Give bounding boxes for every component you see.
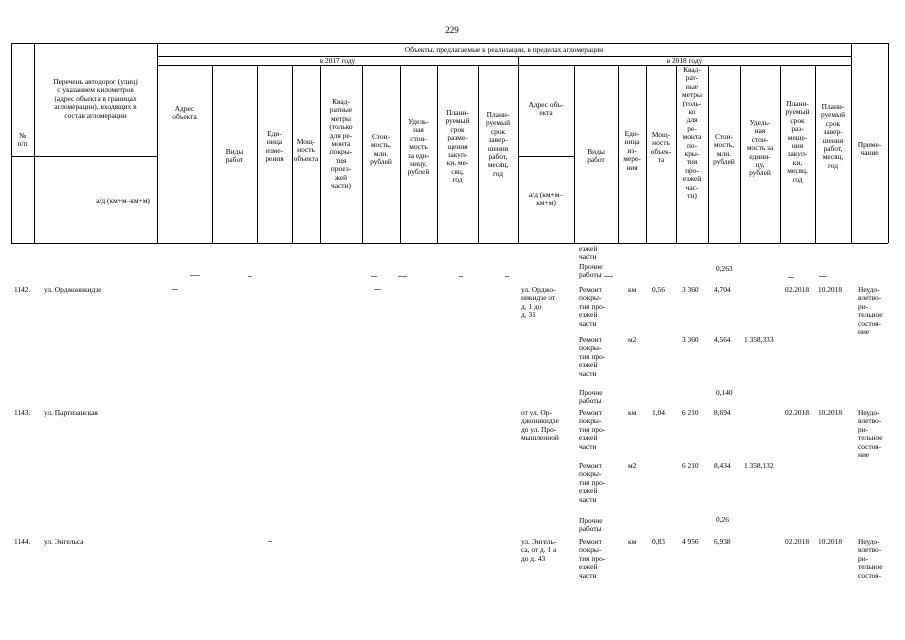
col-2018-area: Квад- рат- ные метры (толь- ко для ре- м… <box>682 65 702 201</box>
note-text: Неудо- влетво- ри- тельное состоя- ние <box>858 285 883 337</box>
unit-cost: 1 358,333 <box>744 335 774 344</box>
object-address: ул. Орджо- никидзе от д. 1 до д. 31 <box>521 285 556 320</box>
capacity: 0,83 <box>652 537 665 546</box>
col-2018-plan-finish: Плани- руемый срок завер- шения работ, м… <box>820 102 846 170</box>
work-type: Ремонт покры- тия про- езжей части <box>579 537 606 580</box>
unit: м2 <box>628 461 637 470</box>
other-work-cost: 0,140 <box>716 388 733 397</box>
col-road-km-header: а/д (км+м–км+м) <box>96 196 150 205</box>
work-type: Ремонт покры- тия про- езжей части <box>579 461 606 504</box>
object-address: от ул. Ор- джоникидзе до ул. Про- мышлен… <box>521 408 559 443</box>
col-2018-cost: Стои- мость, млн. рублей <box>713 132 735 167</box>
plan-finish-date: 10.2018 <box>818 285 843 294</box>
work-type: Ремонт покры- тия про- езжей части <box>579 335 606 378</box>
carry-over-text: езжей части <box>579 244 598 262</box>
area: 3 360 <box>682 285 699 294</box>
col-road-list-header: Перечень автодорог (улиц) с указанием ки… <box>53 77 138 120</box>
col-2017-plan-tender: Плани- руемый срок разме- щения закуп- к… <box>445 108 470 185</box>
other-work-cost: 0,263 <box>716 264 733 273</box>
objects-title: Объекты, предлагаемые к реализации, в пр… <box>404 45 604 54</box>
unit-cost: 1 358,132 <box>744 461 774 470</box>
plan-tender-date: 02.2018 <box>785 408 810 417</box>
col-num-header: № п/п <box>17 131 28 149</box>
road-name: ул. Энгельса <box>44 537 84 546</box>
col-2017-work: Виды работ <box>225 147 244 165</box>
col-2018-address: Адрес объ- екта <box>528 100 564 118</box>
object-address: ул. Энгель- са, от д. 1 а до д. 43 <box>521 537 557 563</box>
col-2018-address-km: а/д (км+м– км+м) <box>528 190 564 208</box>
note-text: Неудо- влетво- ри- тельное состоя- <box>858 537 883 580</box>
area: 4 956 <box>682 537 699 546</box>
area: 6 210 <box>682 461 699 470</box>
plan-tender-date: 02.2018 <box>785 285 810 294</box>
col-2017-unit: Еди- ница изме- рения <box>265 129 284 164</box>
other-work-label: Прочие работы <box>579 516 603 534</box>
other-work-cost: 0,26 <box>716 515 729 524</box>
col-2018-capacity: Мощ- ность объек- та <box>650 130 672 165</box>
row-number: 1142. <box>14 285 31 294</box>
year-2018-header: в 2018 году <box>666 56 703 65</box>
col-2017-cost: Стои- мость, млн. рублей <box>370 132 392 167</box>
col-note-header: Приме- чание <box>857 140 882 158</box>
work-type: Ремонт покры- тия про- езжей части <box>579 408 606 451</box>
cost: 8,434 <box>714 461 731 470</box>
capacity: 1,04 <box>652 408 665 417</box>
unit: м2 <box>628 335 637 344</box>
cost: 4,704 <box>714 285 731 294</box>
cost: 4,564 <box>714 335 731 344</box>
capacity: 0,56 <box>652 285 665 294</box>
row-number: 1144. <box>14 537 31 546</box>
col-2017-capacity: Мощ- ность объекта <box>293 137 319 163</box>
road-name: ул. Орджоникидзе <box>44 285 102 294</box>
plan-tender-date: 02.2018 <box>785 537 810 546</box>
plan-finish-date: 10.2018 <box>818 408 843 417</box>
work-type: Ремонт покры- тия про- езжей части <box>579 285 606 328</box>
unit: км <box>628 408 637 417</box>
cost: 8,694 <box>714 408 731 417</box>
row-number: 1143. <box>14 408 31 417</box>
area: 3 360 <box>682 335 699 344</box>
col-2017-area: Квад- ратные метры (только для ре- монта… <box>329 97 353 191</box>
cost: 6,938 <box>714 537 731 546</box>
unit: км <box>628 537 637 546</box>
road-name: ул. Партизанская <box>44 408 98 417</box>
col-2017-plan-finish: Плани- руемый срок завер- шения работ, м… <box>485 110 511 178</box>
col-2018-plan-tender: Плани- руемый срок раз- меще- ния закуп-… <box>785 99 810 184</box>
note-text: Неудо- влетво- ри- тельное состоя- ние <box>858 408 883 460</box>
col-2018-work: Виды работ <box>587 147 605 165</box>
year-2017-header: в 2017 году <box>319 56 356 65</box>
area: 6 210 <box>682 408 699 417</box>
other-work-label: Прочие работы <box>579 262 603 280</box>
col-2018-unit: Еди- ница из- мере- ния <box>623 129 641 172</box>
page-number: 229 <box>445 25 459 35</box>
unit: км <box>628 285 637 294</box>
col-2017-address: Адрес объекта <box>172 104 197 122</box>
col-2017-unit-cost: Удель- ная стои- мость за еди- ницу, руб… <box>407 117 430 177</box>
plan-finish-date: 10.2018 <box>818 537 843 546</box>
other-work-label: Прочие работы <box>579 388 603 406</box>
col-2018-unit-cost: Удель- ная стои- мость за едини- цу, руб… <box>746 118 774 178</box>
